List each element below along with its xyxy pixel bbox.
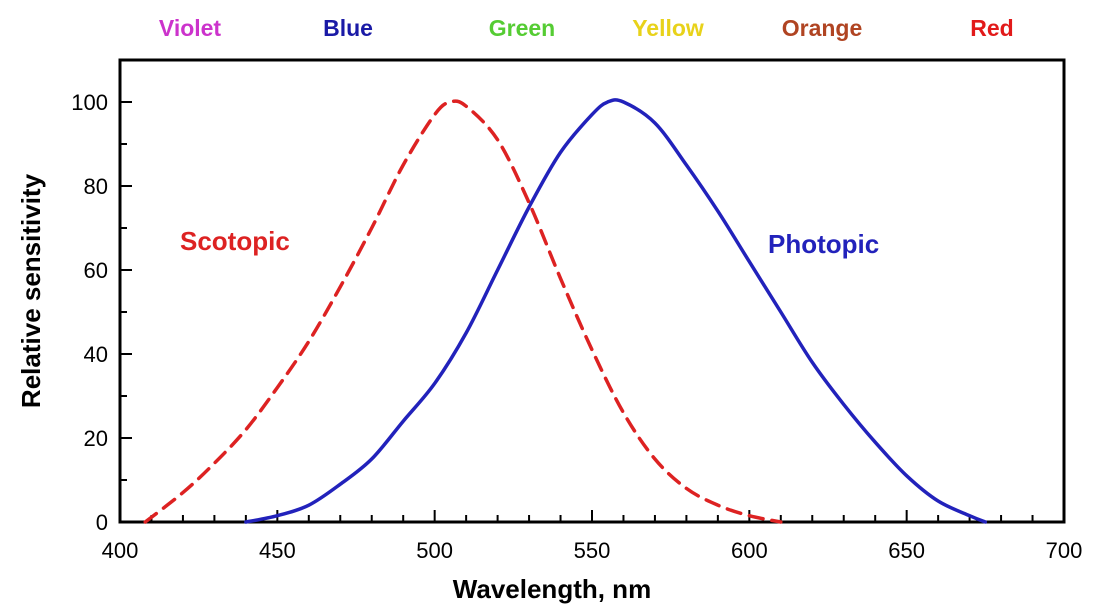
color-band-blue: Blue (323, 15, 373, 41)
color-band-yellow: Yellow (632, 15, 704, 41)
y-tick-label: 0 (96, 510, 108, 535)
x-axis-title: Wavelength, nm (453, 574, 651, 604)
y-tick-label: 40 (84, 342, 108, 367)
x-tick-label: 500 (416, 538, 453, 563)
series-labels: Scotopic Photopic (180, 226, 879, 259)
x-tick-label: 600 (731, 538, 768, 563)
y-tick-label: 20 (84, 426, 108, 451)
plot-frame (118, 58, 1066, 524)
color-band-red: Red (970, 15, 1013, 41)
color-band-green: Green (489, 15, 555, 41)
color-band-violet: Violet (159, 15, 222, 41)
x-tick-label: 450 (259, 538, 296, 563)
photopic-curve (244, 98, 988, 524)
y-tick-label: 100 (71, 90, 108, 115)
photopic-label: Photopic (768, 229, 879, 259)
x-tick-label: 400 (102, 538, 139, 563)
y-tick-label: 80 (84, 174, 108, 199)
data-series (143, 98, 988, 524)
color-band-labels: Violet Blue Green Yellow Orange Red (159, 15, 1014, 41)
x-tick-label: 700 (1046, 538, 1083, 563)
scotopic-curve (143, 99, 783, 524)
axis-ticks: 400 450 500 550 600 650 700 0 20 40 60 80 100 (71, 59, 1083, 563)
color-band-orange: Orange (782, 15, 863, 41)
x-tick-label: 550 (574, 538, 611, 563)
scotopic-label: Scotopic (180, 226, 290, 256)
y-axis-title: Relative sensitivity (16, 173, 46, 408)
y-tick-label: 60 (84, 258, 108, 283)
x-tick-label: 650 (888, 538, 925, 563)
